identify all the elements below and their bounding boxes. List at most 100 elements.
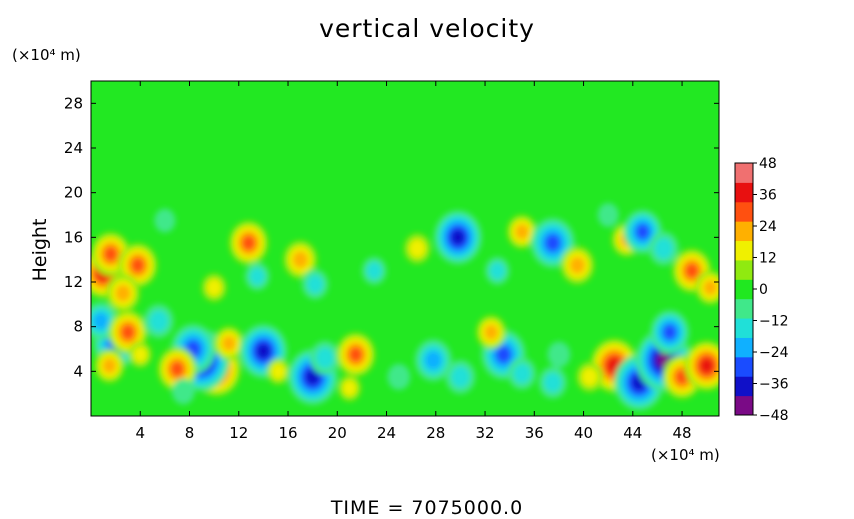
heatmap-level — [451, 366, 470, 388]
colorbar-tick-label: 12 — [759, 251, 777, 267]
heatmap-level — [635, 224, 650, 240]
heatmap-level — [700, 358, 713, 373]
heatmap-cell — [560, 246, 595, 285]
y-tick-label: 12 — [64, 273, 83, 291]
colorbar-swatch — [735, 163, 753, 183]
y-axis-unit: (×10⁴ m) — [12, 46, 81, 64]
y-tick-label: 28 — [64, 94, 83, 112]
heatmap-cell — [201, 273, 227, 302]
heatmap-cell — [414, 339, 452, 382]
heatmap-level — [547, 341, 571, 368]
heatmap-level — [305, 368, 320, 385]
colorbar-tick-label: −24 — [759, 345, 789, 361]
colorbar-tick-label: −12 — [759, 314, 789, 330]
colorbar-swatch — [735, 182, 753, 203]
heatmap-level — [256, 343, 271, 359]
heatmap-level — [121, 324, 135, 340]
y-tick-label: 20 — [64, 184, 83, 202]
plot-frame — [90, 80, 720, 417]
x-axis-unit: (×10⁴ m) — [651, 446, 720, 464]
colorbar-swatch — [735, 201, 753, 222]
heatmap-level — [597, 203, 619, 227]
heatmap-level — [206, 278, 222, 297]
heatmap-level — [222, 335, 236, 352]
heatmap-level — [149, 310, 168, 332]
colorbar-swatch — [735, 318, 753, 338]
colorbar-swatch — [735, 240, 753, 261]
heatmap-cell — [229, 220, 269, 265]
heatmap-cell — [213, 326, 244, 361]
heatmap-level — [409, 239, 426, 258]
heatmap-cell — [445, 359, 476, 394]
heatmap-level — [515, 224, 529, 240]
heatmap-cell — [648, 231, 679, 266]
heatmap-cell — [128, 341, 152, 368]
colorbar-swatch — [735, 221, 753, 242]
heatmap-level — [133, 346, 148, 363]
heatmap-cell — [154, 208, 176, 233]
heatmap-cell — [309, 340, 340, 375]
heatmap-cell — [143, 304, 174, 339]
x-tick-label: 16 — [278, 424, 297, 442]
heatmap-cell — [433, 210, 482, 265]
colorbar-swatch — [735, 376, 753, 397]
heatmap-cell — [171, 378, 195, 405]
x-tick-label: 12 — [229, 424, 248, 442]
heatmap-level — [307, 275, 324, 294]
heatmap-level — [271, 363, 286, 380]
heatmap-level — [662, 324, 677, 340]
heatmap-level — [703, 279, 718, 296]
heatmap-cell — [695, 270, 719, 305]
colorbar-tick-label: 48 — [759, 156, 777, 172]
heatmap-level — [315, 347, 335, 369]
heatmap-cell — [338, 375, 361, 402]
heatmap-level — [569, 256, 585, 274]
heatmap-level — [654, 238, 673, 259]
x-tick-label: 32 — [475, 424, 494, 442]
heatmap-cell — [106, 274, 140, 313]
heatmap-level — [513, 363, 531, 384]
x-tick-label: 4 — [135, 424, 145, 442]
heatmap-level — [102, 358, 117, 374]
x-tick-label: 44 — [623, 424, 642, 442]
heatmap-level — [348, 346, 363, 363]
heatmap-level — [425, 350, 442, 370]
heatmap-cell — [301, 269, 329, 300]
colorbar-swatch — [735, 298, 753, 319]
heatmap-cell — [94, 348, 125, 383]
heatmap-cell — [157, 347, 197, 392]
heatmap-level — [685, 263, 699, 279]
colorbar-tick-label: 36 — [759, 188, 777, 204]
heatmap-cell — [476, 315, 507, 350]
heatmap-cell — [404, 233, 431, 264]
heatmap-level — [451, 229, 465, 246]
heatmap-level — [154, 208, 176, 233]
colorbar-swatch — [735, 395, 753, 416]
heatmap-level — [545, 234, 561, 252]
y-tick-label: 24 — [64, 139, 83, 157]
heatmap-level — [342, 380, 357, 397]
heatmap-cell — [507, 357, 537, 390]
heatmap-level — [170, 361, 184, 377]
colorbar-tick-label: −48 — [759, 408, 789, 424]
heatmap-level — [241, 235, 256, 251]
heatmap-cell — [547, 341, 571, 368]
heatmap-level — [484, 324, 498, 340]
heatmap-level — [489, 262, 505, 280]
heatmap-cell — [266, 358, 290, 385]
heatmap-cell — [361, 256, 387, 285]
heatmap-level — [544, 372, 562, 393]
colorbar-swatch — [735, 337, 753, 358]
heatmap-cell — [336, 332, 376, 377]
y-tick-label: 8 — [73, 318, 83, 336]
heatmap-level — [171, 378, 195, 405]
x-tick-label: 48 — [673, 424, 692, 442]
y-tick-label: 16 — [64, 228, 83, 246]
heatmap-level — [366, 262, 382, 280]
heatmap-level — [103, 246, 118, 262]
heatmap-cell — [506, 214, 537, 249]
heatmap-cell — [576, 361, 603, 392]
colorbar-tick-label: 0 — [759, 282, 768, 298]
